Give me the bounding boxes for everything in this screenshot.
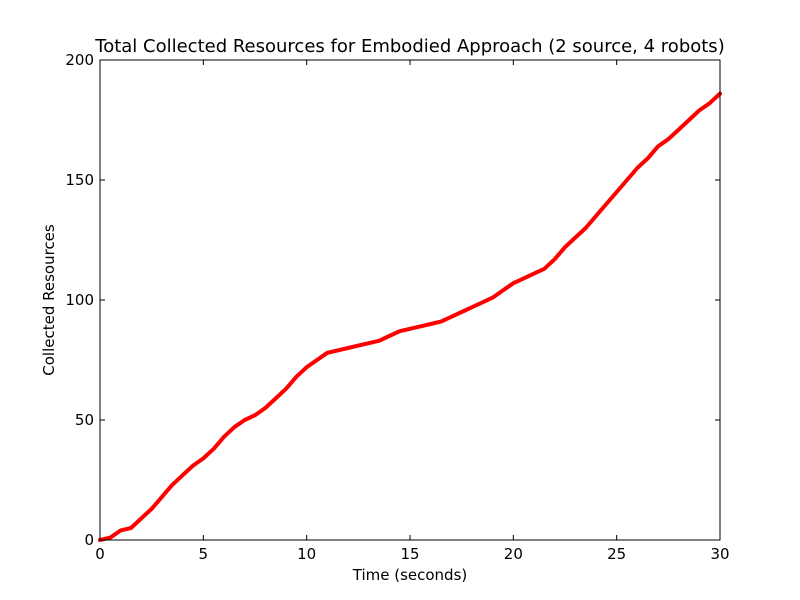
x-tick-label: 25 (607, 545, 626, 563)
y-tick-label: 100 (65, 291, 94, 309)
x-axis-label: Time (seconds) (352, 566, 468, 584)
x-tick-label: 15 (400, 545, 419, 563)
y-tick-label: 200 (65, 51, 94, 69)
axis-ticks: 0 5 10 15 20 25 30 0 50 100 150 200 (65, 51, 729, 563)
series-line (98, 91, 722, 542)
y-tick-label: 150 (65, 171, 94, 189)
x-tick-label: 5 (199, 545, 209, 563)
y-axis-label: Collected Resources (40, 224, 58, 376)
plot-area (98, 91, 722, 542)
y-tick-label: 0 (84, 531, 94, 549)
x-tick-label: 20 (504, 545, 523, 563)
plot-frame (99, 59, 721, 541)
x-tick-label: 0 (95, 545, 105, 563)
chart-title: Total Collected Resources for Embodied A… (94, 36, 724, 57)
x-tick-label: 10 (297, 545, 316, 563)
y-tick-label: 50 (75, 411, 94, 429)
x-tick-label: 30 (710, 545, 729, 563)
